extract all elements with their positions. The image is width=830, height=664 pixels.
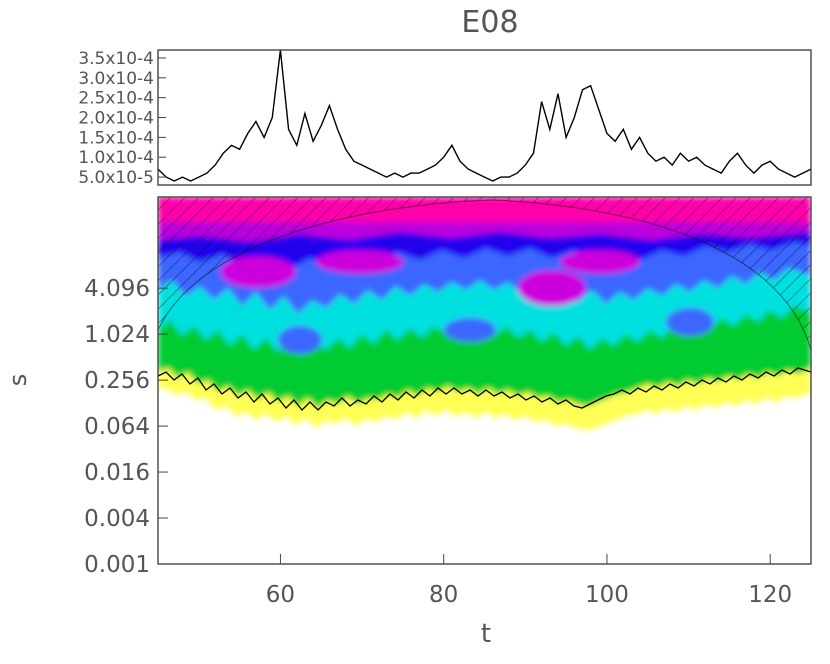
wavelet-panel: 0.001 0.004 0.016 0.064 0.256 1.024 4.096 60 80… (4, 196, 812, 649)
power-blob-1 (220, 256, 296, 288)
wv-ytick-label-4: 0.256 (84, 368, 150, 394)
ts-ytick-label-1: 1.0x10-4 (78, 148, 154, 168)
time-series-y-ticks: 5.0x10-51.0x10-41.5x10-42.0x10-42.5x10-4… (78, 49, 166, 188)
power-blob-7 (666, 308, 714, 336)
wv-ytick-label-6: 4.096 (84, 276, 150, 302)
wv-xtick-label-0: 60 (266, 582, 295, 608)
cone-of-influence (158, 197, 811, 350)
wv-xtick-label-1: 80 (429, 582, 458, 608)
time-series-line (158, 50, 811, 182)
power-blob-2 (316, 250, 404, 274)
power-blob-4 (560, 250, 640, 274)
time-series-frame (157, 49, 812, 186)
wv-ytick-label-1: 0.004 (84, 506, 150, 532)
ts-ytick-label-3: 2.0x10-4 (78, 109, 154, 129)
wv-xtick-label-2: 100 (585, 582, 629, 608)
wv-ytick-label-0: 0.001 (84, 552, 150, 578)
ts-ytick-label-6: 3.5x10-4 (78, 49, 154, 69)
significance-contour (158, 367, 811, 411)
wv-ytick-label-2: 0.016 (84, 460, 150, 486)
power-blob-6 (444, 318, 496, 342)
wavelet-y-ticks: 0.001 0.004 0.016 0.064 0.256 1.024 4.096 (84, 276, 168, 578)
power-blob-5 (278, 326, 322, 354)
wv-ytick-label-3: 0.064 (84, 414, 150, 440)
chart-title: E08 (461, 5, 518, 40)
power-spectrum (158, 197, 811, 430)
power-blob-3 (518, 270, 586, 306)
cone-of-influence-edge (158, 199, 811, 351)
ts-ytick-label-2: 1.5x10-4 (78, 128, 154, 148)
ts-ytick-label-4: 2.5x10-4 (78, 89, 154, 109)
ts-ytick-label-0: 5.0x10-5 (78, 168, 154, 188)
y-axis-label: s (4, 374, 32, 387)
time-series-panel: 5.0x10-51.0x10-41.5x10-42.0x10-42.5x10-4… (78, 49, 812, 188)
wavelet-x-ticks: 60 80 100 120 (266, 554, 792, 608)
wv-ytick-label-5: 1.024 (84, 322, 150, 348)
x-axis-label: t (481, 619, 491, 649)
ts-ytick-label-5: 3.0x10-4 (78, 69, 154, 89)
wv-xtick-label-3: 120 (748, 582, 792, 608)
